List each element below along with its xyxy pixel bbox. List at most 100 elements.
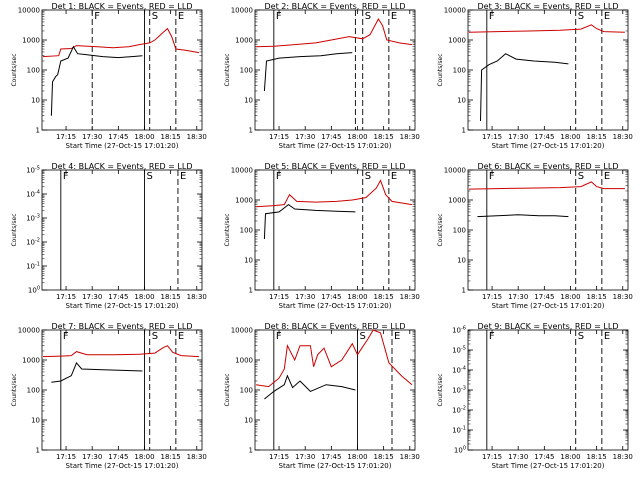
y-tick-label: 10000: [231, 327, 253, 335]
events-line: [263, 52, 353, 92]
panel-title: Det 5: BLACK = Events, RED = LLD: [265, 162, 406, 171]
x-tick-label: 18:00: [560, 453, 580, 461]
panel-det-6: Det 6: BLACK = Events, RED = LLD 1 10 100 10…: [437, 162, 633, 310]
panel-title: Det 9: BLACK = Events, RED = LLD: [478, 322, 619, 331]
x-tick-label: 18:15: [374, 453, 394, 461]
marker-label: E: [604, 11, 610, 22]
events-line: [480, 53, 569, 122]
x-tick-label: 17:15: [56, 453, 76, 461]
y-tick-label: 10000: [18, 327, 40, 335]
y-tick-label: 1: [249, 127, 253, 135]
y-tick-label: 10000: [231, 7, 253, 15]
y-tick-label: 100: [27, 67, 40, 75]
marker-label: F: [63, 331, 69, 342]
marker-label: F: [489, 171, 495, 182]
marker-label: E: [604, 331, 610, 342]
y-axis-label: Counts/sec: [437, 53, 444, 86]
marker-label: F: [63, 171, 69, 182]
x-tick-label: 17:15: [56, 293, 76, 301]
y-tick-label: 1000: [22, 357, 40, 365]
y-tick-label: 10000: [231, 167, 253, 175]
panel-det-5: Det 5: BLACK = Events, RED = LLD 1 10 100 10…: [224, 162, 420, 310]
y-tick-label: 1000: [235, 357, 253, 365]
y-tick-label: 10: [31, 97, 40, 105]
panel-det-7: Det 7: BLACK = Events, RED = LLD 1 10 100 10…: [11, 322, 207, 470]
y-tick-label: 1: [249, 287, 253, 295]
y-tick-label: 10: [31, 417, 40, 425]
y-tick-label: 10-4: [26, 190, 40, 199]
events-line: [264, 374, 356, 400]
panel-title: Det 4: BLACK = Events, RED = LLD: [52, 162, 193, 171]
x-tick-label: 18:15: [161, 293, 181, 301]
x-tick-label: 18:00: [560, 133, 580, 141]
x-tick-label: 17:30: [508, 293, 528, 301]
panel-title: Det 8: BLACK = Events, RED = LLD: [265, 322, 406, 331]
x-tick-label: 18:30: [400, 293, 420, 301]
panel-title: Det 1: BLACK = Events, RED = LLD: [52, 2, 193, 11]
marker-label: E: [178, 11, 184, 22]
y-tick-label: 100: [453, 67, 466, 75]
x-tick-label: 17:45: [534, 453, 554, 461]
y-tick-label: 1000: [22, 37, 40, 45]
marker-label: F: [276, 171, 282, 182]
panel-det-8: Det 8: BLACK = Events, RED = LLD 1 10 100 10…: [224, 322, 420, 470]
marker-label: E: [391, 171, 397, 182]
x-tick-label: 17:15: [482, 133, 502, 141]
y-tick-label: 100: [28, 286, 40, 295]
y-tick-label: 10: [244, 97, 253, 105]
y-tick-label: 10-5: [26, 166, 40, 175]
x-tick-label: 17:30: [82, 293, 102, 301]
marker-label: F: [489, 11, 495, 22]
x-tick-label: 17:15: [269, 453, 289, 461]
axis-frame: [467, 329, 629, 451]
panel-title: Det 3: BLACK = Events, RED = LLD: [478, 2, 619, 11]
x-tick-label: 18:30: [613, 293, 633, 301]
y-tick-label: 1000: [235, 197, 253, 205]
x-tick-label: 17:15: [269, 133, 289, 141]
marker-label: E: [180, 171, 186, 182]
x-tick-label: 18:15: [374, 293, 394, 301]
y-tick-label: 100: [454, 446, 466, 455]
events-line: [263, 203, 356, 240]
x-tick-label: 17:30: [82, 133, 102, 141]
x-tick-label: 18:00: [134, 133, 154, 141]
marker-label: S: [365, 171, 371, 182]
x-tick-label: 18:15: [374, 133, 394, 141]
x-tick-label: 17:30: [295, 133, 315, 141]
x-axis-label: Start Time (27-Oct-15 17:01:20): [66, 462, 179, 470]
marker-label: S: [578, 331, 584, 342]
y-tick-label: 1: [249, 447, 253, 455]
x-tick-label: 18:30: [613, 453, 633, 461]
panel-det-1: Det 1: BLACK = Events, RED = LLD 1 10 100 10…: [11, 2, 207, 150]
marker-label: E: [394, 331, 400, 342]
x-tick-label: 17:45: [108, 453, 128, 461]
y-tick-label: 10: [244, 257, 253, 265]
lld-line: [42, 27, 199, 58]
y-tick-label: 100: [240, 387, 253, 395]
x-tick-label: 18:30: [187, 293, 207, 301]
x-tick-label: 18:00: [560, 293, 580, 301]
x-tick-label: 17:45: [534, 133, 554, 141]
y-axis-label: Counts/sec: [11, 53, 18, 86]
marker-label: S: [146, 171, 152, 182]
events-line: [50, 45, 143, 116]
lld-line: [468, 181, 625, 190]
panel-det-2: Det 2: BLACK = Events, RED = LLD 1 10 100 10…: [224, 2, 420, 150]
panel-det-9: Det 9: BLACK = Events, RED = LLD 100 10-1 1…: [437, 322, 633, 470]
y-tick-label: 10-2: [26, 238, 40, 247]
marker-label: F: [276, 11, 282, 22]
x-tick-label: 18:00: [134, 293, 154, 301]
y-tick-label: 10000: [18, 7, 40, 15]
x-tick-label: 18:00: [347, 133, 367, 141]
y-tick-label: 100: [240, 67, 253, 75]
y-tick-label: 10-3: [26, 214, 40, 223]
marker-label: F: [94, 11, 100, 22]
y-axis-label: Counts/sec: [224, 53, 231, 86]
y-axis-label: Counts/sec: [437, 373, 444, 406]
axis-frame: [254, 169, 416, 291]
x-axis-label: Start Time (27-Oct-15 17:01:20): [492, 302, 605, 310]
x-axis-label: Start Time (27-Oct-15 17:01:20): [492, 142, 605, 150]
x-tick-label: 18:30: [613, 133, 633, 141]
y-tick-label: 10-2: [452, 406, 466, 415]
